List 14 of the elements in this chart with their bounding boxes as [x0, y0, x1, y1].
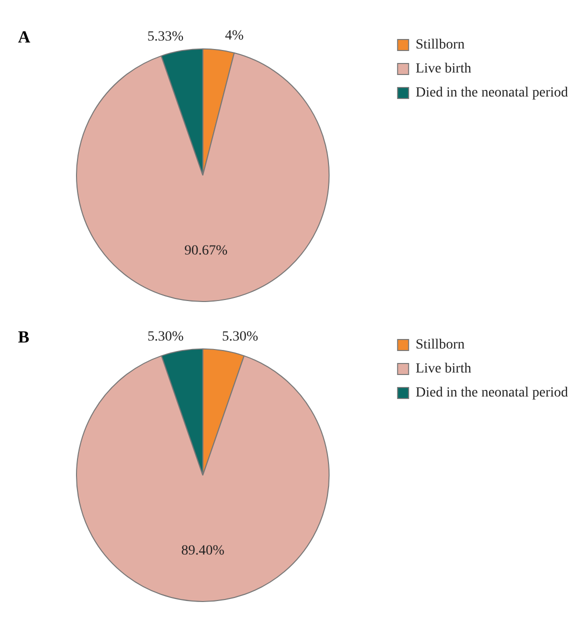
legend-label: Stillborn	[416, 338, 465, 353]
data-label: 89.40%	[181, 544, 225, 559]
legend-label: Died in the neonatal period	[416, 386, 568, 401]
data-label: 90.67%	[184, 244, 228, 259]
legend-label: Live birth	[416, 362, 472, 377]
data-label: 4%	[225, 28, 244, 44]
legend-label: Died in the neonatal period	[416, 86, 568, 101]
chart-title: B	[18, 328, 30, 347]
chart-title: A	[18, 28, 31, 47]
data-label: 5.33%	[147, 30, 184, 45]
data-label: 5.30%	[222, 330, 258, 345]
legend-label: Live birth	[416, 62, 472, 77]
legend-label: Stillborn	[416, 38, 465, 53]
data-label: 5.30%	[147, 330, 184, 345]
